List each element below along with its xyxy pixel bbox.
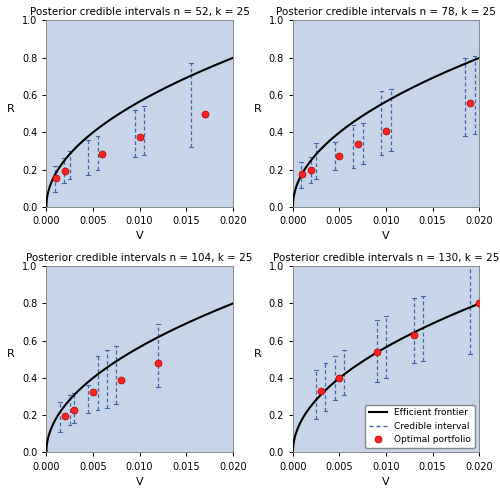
Y-axis label: R: R xyxy=(7,349,14,359)
X-axis label: V: V xyxy=(382,477,390,487)
Title: Posterior credible intervals n = 52, k = 25: Posterior credible intervals n = 52, k =… xyxy=(30,7,250,17)
Y-axis label: R: R xyxy=(7,104,14,114)
X-axis label: V: V xyxy=(136,232,143,242)
Title: Posterior credible intervals n = 78, k = 25: Posterior credible intervals n = 78, k =… xyxy=(276,7,496,17)
X-axis label: V: V xyxy=(382,232,390,242)
Title: Posterior credible intervals n = 130, k = 25: Posterior credible intervals n = 130, k … xyxy=(273,252,499,262)
Y-axis label: R: R xyxy=(254,349,261,359)
X-axis label: V: V xyxy=(136,477,143,487)
Y-axis label: R: R xyxy=(254,104,261,114)
Legend: Efficient frontier, Credible interval, Optimal portfolio: Efficient frontier, Credible interval, O… xyxy=(366,405,474,448)
Title: Posterior credible intervals n = 104, k = 25: Posterior credible intervals n = 104, k … xyxy=(26,252,252,262)
